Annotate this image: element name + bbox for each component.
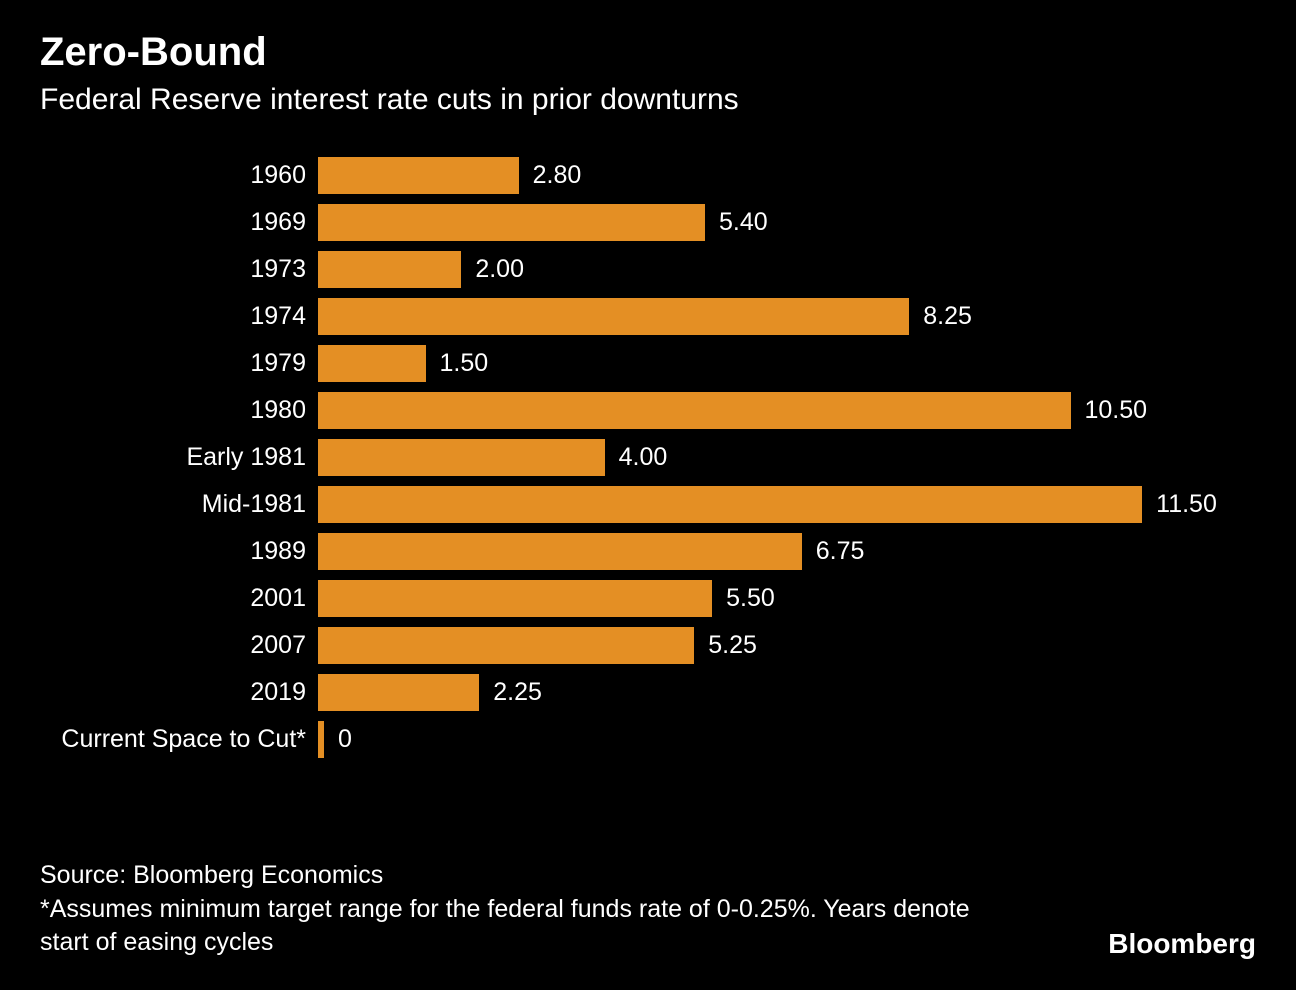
bar-row: 1969 5.40 — [40, 204, 1256, 241]
y-axis-label: 1974 — [40, 302, 318, 331]
bar — [318, 674, 479, 711]
bar-row: 1989 6.75 — [40, 533, 1256, 570]
bar-track: 5.40 — [318, 204, 1256, 241]
y-axis-label: 2019 — [40, 678, 318, 707]
bar-track: 0 — [318, 721, 1256, 758]
bar-track: 10.50 — [318, 392, 1256, 429]
bar-track: 2.80 — [318, 157, 1256, 194]
y-axis-label: 2007 — [40, 631, 318, 660]
y-axis-label: 1979 — [40, 349, 318, 378]
footnote-text: *Assumes minimum target range for the fe… — [40, 893, 980, 961]
value-label: 2.80 — [533, 161, 582, 190]
bar — [318, 533, 802, 570]
bar — [318, 345, 426, 382]
value-label: 8.25 — [923, 302, 972, 331]
brand-label: Bloomberg — [1108, 928, 1256, 960]
bar — [318, 298, 909, 335]
value-label: 0 — [338, 725, 352, 754]
bar — [318, 439, 605, 476]
bar — [318, 157, 519, 194]
y-axis-label: Early 1981 — [40, 443, 318, 472]
bar-track: 2.25 — [318, 674, 1256, 711]
value-label: 2.25 — [493, 678, 542, 707]
source-text: Source: Bloomberg Economics — [40, 859, 1256, 893]
y-axis-label: 1969 — [40, 208, 318, 237]
bar-row: 1974 8.25 — [40, 298, 1256, 335]
bar-track: 1.50 — [318, 345, 1256, 382]
y-axis-label: Current Space to Cut* — [40, 725, 318, 754]
bar — [318, 721, 324, 758]
value-label: 11.50 — [1156, 490, 1217, 519]
value-label: 5.50 — [726, 584, 775, 613]
value-label: 5.25 — [708, 631, 757, 660]
bar-track: 11.50 — [318, 486, 1256, 523]
bar-track: 2.00 — [318, 251, 1256, 288]
y-axis-label: Mid-1981 — [40, 490, 318, 519]
bar-row: 1980 10.50 — [40, 392, 1256, 429]
bar-track: 6.75 — [318, 533, 1256, 570]
y-axis-label: 2001 — [40, 584, 318, 613]
bar-track: 4.00 — [318, 439, 1256, 476]
bar — [318, 251, 461, 288]
bar-row: 2001 5.50 — [40, 580, 1256, 617]
bar-row: 1973 2.00 — [40, 251, 1256, 288]
bar-row: Mid-1981 11.50 — [40, 486, 1256, 523]
bar-row: 2019 2.25 — [40, 674, 1256, 711]
bar-row: 2007 5.25 — [40, 627, 1256, 664]
bar — [318, 392, 1071, 429]
value-label: 1.50 — [440, 349, 489, 378]
bar-chart: 1960 2.80 1969 5.40 1973 2.00 1974 8.25 1979 1.50… — [40, 157, 1256, 758]
bar-track: 5.50 — [318, 580, 1256, 617]
value-label: 10.50 — [1085, 396, 1148, 425]
chart-footer: Source: Bloomberg Economics *Assumes min… — [40, 859, 1256, 960]
bar-track: 8.25 — [318, 298, 1256, 335]
bar — [318, 486, 1142, 523]
bar — [318, 627, 694, 664]
bar-row: 1979 1.50 — [40, 345, 1256, 382]
y-axis-label: 1989 — [40, 537, 318, 566]
y-axis-label: 1960 — [40, 161, 318, 190]
y-axis-label: 1980 — [40, 396, 318, 425]
bar — [318, 580, 712, 617]
bar-row: Early 1981 4.00 — [40, 439, 1256, 476]
value-label: 5.40 — [719, 208, 768, 237]
value-label: 2.00 — [475, 255, 524, 284]
chart-title: Zero-Bound — [40, 30, 1256, 75]
bar-row: 1960 2.80 — [40, 157, 1256, 194]
bar-track: 5.25 — [318, 627, 1256, 664]
value-label: 6.75 — [816, 537, 865, 566]
bar — [318, 204, 705, 241]
y-axis-label: 1973 — [40, 255, 318, 284]
bar-row: Current Space to Cut* 0 — [40, 721, 1256, 758]
chart-subtitle: Federal Reserve interest rate cuts in pr… — [40, 83, 1256, 117]
value-label: 4.00 — [619, 443, 668, 472]
